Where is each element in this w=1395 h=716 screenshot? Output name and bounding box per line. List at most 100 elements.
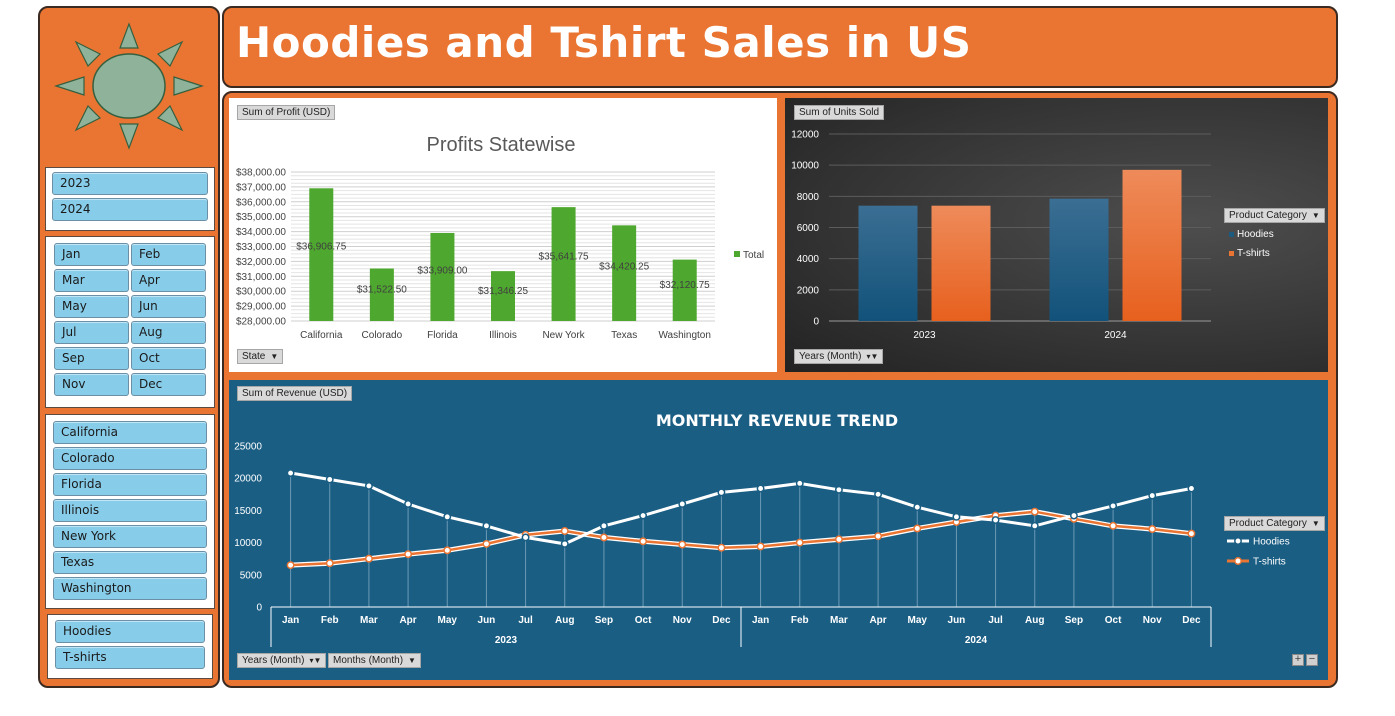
revenue-point-t-shirts [834, 535, 843, 544]
revenue-x-month-tick: Feb [791, 615, 809, 626]
state-slicer-item-california[interactable]: California [53, 421, 207, 444]
state-axis-field-button[interactable]: State ▼ [237, 349, 284, 364]
units-legend-label: T-shirts [1237, 248, 1270, 259]
units-bar-t-shirts [931, 205, 991, 321]
revenue-x-month-tick: Jul [518, 615, 533, 626]
revenue-y-tick: 5000 [240, 570, 263, 581]
profit-y-tick: $35,000.00 [236, 212, 286, 223]
profit-data-label: $35,641.75 [539, 252, 589, 263]
profit-bar [672, 259, 697, 321]
revenue-point-hoodies [795, 479, 804, 488]
revenue-point-t-shirts [325, 559, 334, 568]
revenue-point-t-shirts [639, 537, 648, 546]
revenue-legend-label: Hoodies [1253, 537, 1290, 548]
revenue-y-tick: 15000 [234, 506, 262, 517]
state-slicer-item-illinois[interactable]: Illinois [53, 499, 207, 522]
month-slicer-item-apr[interactable]: Apr [131, 269, 206, 292]
profit-chart-svg: $28,000.00 $29,000.00 $30,000.00 $31,000.00… [236, 134, 764, 341]
profit-y-tick: $28,000.00 [236, 317, 286, 328]
units-value-field-button[interactable]: Sum of Units Sold [794, 105, 885, 120]
profit-y-tick: $29,000.00 [236, 302, 286, 313]
revenue-x-month-tick: Oct [635, 615, 652, 626]
product-slicer-item-hoodies[interactable]: Hoodies [55, 620, 205, 643]
profit-data-label: $36,906.75 [296, 241, 346, 252]
month-slicer-item-nov[interactable]: Nov [54, 373, 129, 396]
state-slicer-item-colorado[interactable]: Colorado [53, 447, 207, 470]
revenue-point-hoodies [874, 490, 883, 499]
revenue-x-month-tick: Apr [869, 615, 886, 626]
revenue-x-month-tick: Sep [595, 615, 613, 626]
revenue-x-month-tick: Dec [712, 615, 731, 626]
revenue-y-tick: 10000 [234, 538, 262, 549]
month-slicer-item-jul[interactable]: Jul [54, 321, 129, 344]
profit-value-field-button[interactable]: Sum of Profit (USD) [237, 105, 336, 120]
revenue-point-t-shirts [1109, 521, 1118, 530]
revenue-legend-field-button[interactable]: Product Category ▼ [1224, 516, 1325, 531]
units-bar-t-shirts [1122, 169, 1182, 321]
dropdown-icon: ▼ [270, 352, 279, 361]
month-slicer-item-jun[interactable]: Jun [131, 295, 206, 318]
units-x-tick: 2024 [1104, 330, 1127, 341]
units-y-tick: 6000 [797, 223, 820, 234]
units-legend-label: Hoodies [1237, 229, 1274, 240]
year-slicer-item-2023[interactable]: 2023 [52, 172, 208, 195]
dropdown-icon: ▼ [1311, 519, 1320, 528]
revenue-chart: MONTHLY REVENUE TREND 0 5000 10000 15000 2000… [229, 380, 1328, 680]
revenue-point-t-shirts [913, 524, 922, 533]
units-chart-svg: 0 2000 4000 6000 8000 10000 12000 2023 2024 Hoodi… [791, 130, 1274, 342]
units-y-tick: 0 [813, 317, 819, 328]
revenue-point-hoodies [717, 488, 726, 497]
month-slicer-item-aug[interactable]: Aug [131, 321, 206, 344]
revenue-point-hoodies [521, 533, 530, 542]
month-slicer-item-sep[interactable]: Sep [54, 347, 129, 370]
state-slicer-item-texas[interactable]: Texas [53, 551, 207, 574]
month-slicer-item-feb[interactable]: Feb [131, 243, 206, 266]
revenue-point-hoodies [404, 500, 413, 508]
sun-icon [54, 22, 204, 150]
revenue-point-t-shirts [482, 539, 491, 548]
revenue-value-field-button[interactable]: Sum of Revenue (USD) [237, 386, 353, 401]
state-slicer-item-washington[interactable]: Washington [53, 577, 207, 600]
revenue-x-month-tick: May [438, 615, 458, 626]
revenue-x-month-tick: Oct [1105, 615, 1122, 626]
revenue-point-t-shirts [1030, 507, 1039, 516]
revenue-x-year-tick: 2023 [495, 635, 518, 646]
units-years-field-button[interactable]: Years (Month) ▾▼ [794, 349, 884, 364]
month-slicer-item-may[interactable]: May [54, 295, 129, 318]
profit-data-label: $33,909.00 [417, 265, 467, 276]
state-axis-field-label: State [242, 351, 266, 362]
units-y-tick: 8000 [797, 192, 820, 203]
product-slicer-item-t-shirts[interactable]: T-shirts [55, 646, 205, 669]
filter-icon: ▾▼ [309, 656, 322, 665]
profit-legend-swatch [734, 251, 740, 257]
revenue-point-t-shirts [717, 543, 726, 552]
state-slicer-item-florida[interactable]: Florida [53, 473, 207, 496]
month-slicer-item-mar[interactable]: Mar [54, 269, 129, 292]
revenue-point-t-shirts [1187, 529, 1196, 538]
revenue-point-t-shirts [678, 540, 687, 549]
revenue-point-t-shirts [404, 550, 413, 559]
revenue-months-field-button[interactable]: Months (Month) ▼ [328, 653, 421, 668]
units-years-field-label: Years (Month) [799, 351, 862, 362]
revenue-years-field-button[interactable]: Years (Month) ▾▼ [237, 653, 327, 668]
revenue-years-field-label: Years (Month) [242, 655, 305, 666]
month-slicer-item-dec[interactable]: Dec [131, 373, 206, 396]
profit-x-tick: California [300, 330, 343, 341]
profit-bar [309, 188, 334, 321]
profit-y-tick: $31,000.00 [236, 272, 286, 283]
units-x-tick: 2023 [913, 330, 936, 341]
month-slicer-item-oct[interactable]: Oct [131, 347, 206, 370]
profit-x-tick: Washington [658, 330, 710, 341]
state-slicer-item-new-york[interactable]: New York [53, 525, 207, 548]
year-slicer-item-2024[interactable]: 2024 [52, 198, 208, 221]
revenue-point-t-shirts [443, 546, 452, 555]
revenue-chart-title: MONTHLY REVENUE TREND [656, 411, 898, 430]
expand-field-button[interactable]: + [1292, 654, 1304, 666]
month-slicer-item-jan[interactable]: Jan [54, 243, 129, 266]
units-legend-field-button[interactable]: Product Category ▼ [1224, 208, 1325, 223]
revenue-x-year-tick: 2024 [965, 635, 988, 646]
profit-chart-title: Profits Statewise [427, 134, 576, 156]
profit-legend-label: Total [743, 250, 764, 261]
collapse-field-button[interactable]: − [1306, 654, 1318, 666]
revenue-point-t-shirts [560, 527, 569, 535]
